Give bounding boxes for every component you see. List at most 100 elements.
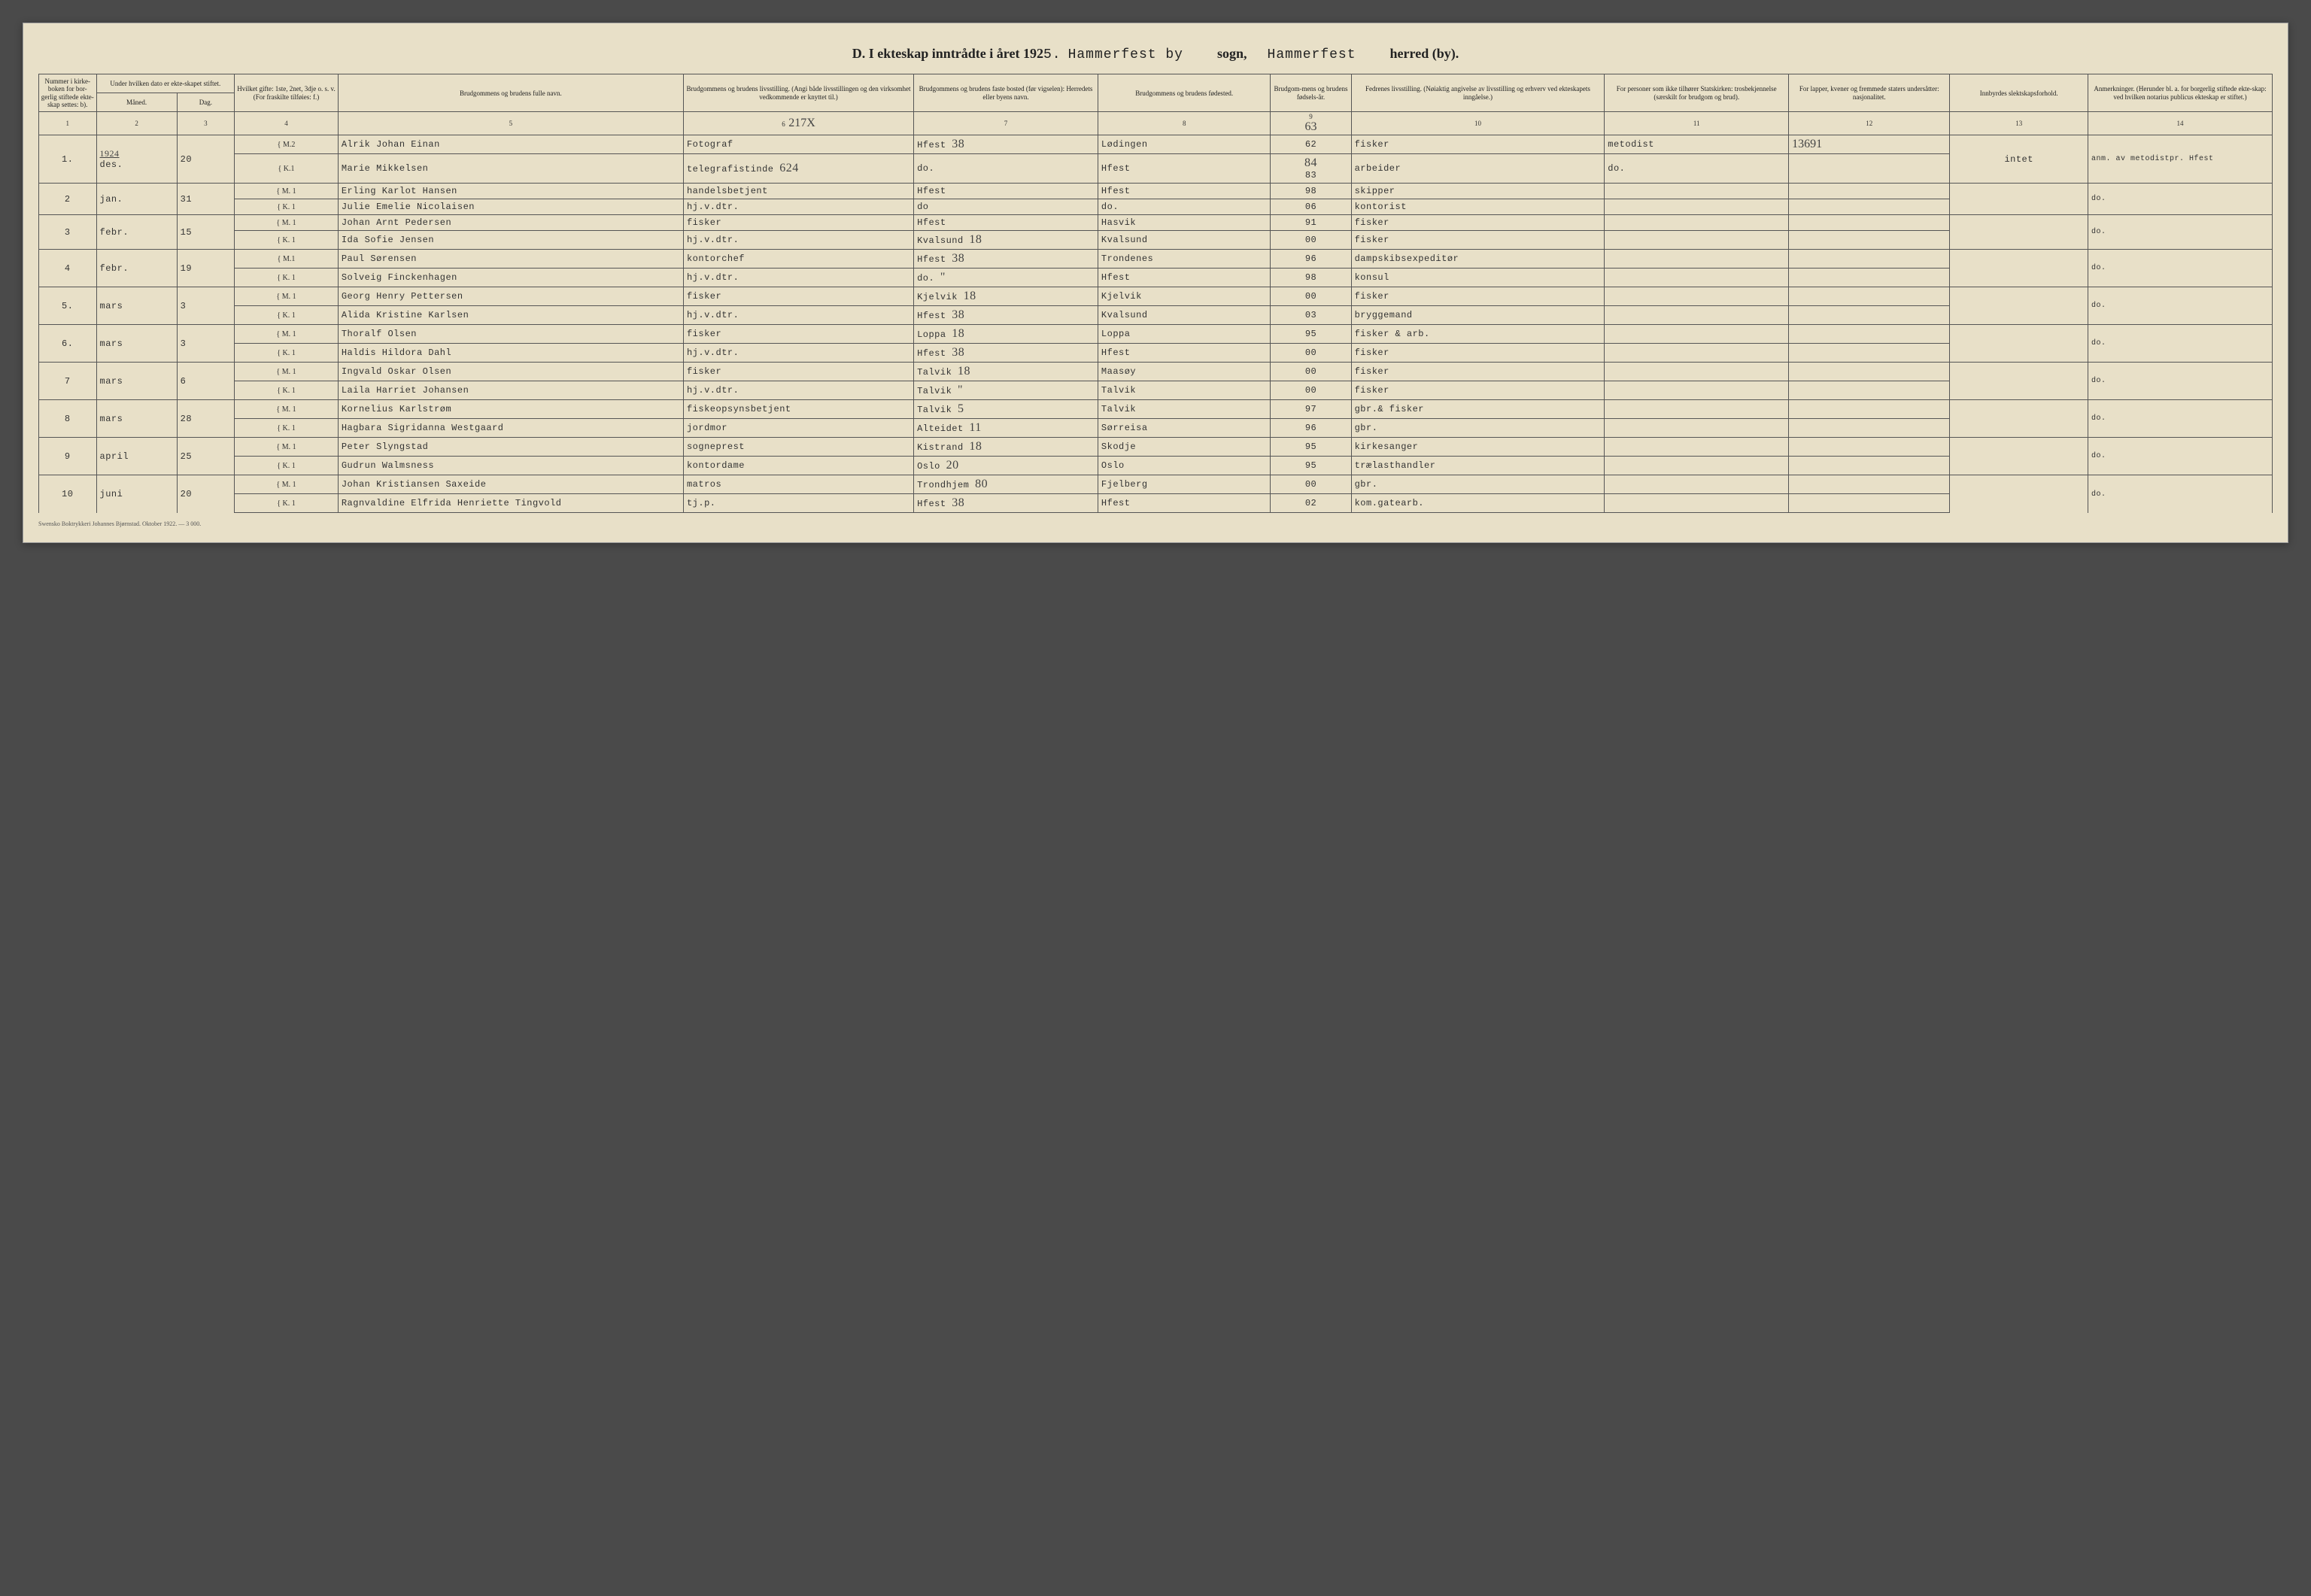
entry-remarks: do. xyxy=(2088,215,2273,250)
groom-residence: Kjelvik 18 xyxy=(914,287,1098,306)
groom-name: Johan Arnt Pedersen xyxy=(338,215,683,231)
bride-birthyear: 8483 xyxy=(1271,154,1351,184)
entry-number: 4 xyxy=(39,250,97,287)
entry-month: mars xyxy=(96,325,177,363)
entry-day: 15 xyxy=(177,215,235,250)
col-num: 963 xyxy=(1271,112,1351,135)
bride-occupation: tj.p. xyxy=(683,494,913,513)
col-num: 7 xyxy=(914,112,1098,135)
groom-marriage-num: { M.2 xyxy=(235,135,339,154)
groom-nationality xyxy=(1789,363,1950,381)
bride-residence: Alteidet 11 xyxy=(914,419,1098,438)
groom-occupation: handelsbetjent xyxy=(683,184,913,199)
entry-remarks: do. xyxy=(2088,438,2273,475)
entry-number: 6. xyxy=(39,325,97,363)
entry-month: mars xyxy=(96,400,177,438)
groom-nationality xyxy=(1789,287,1950,306)
bride-nationality xyxy=(1789,231,1950,250)
bride-name: Julie Emelie Nicolaisen xyxy=(338,199,683,215)
groom-marriage-num: { M.1 xyxy=(235,250,339,269)
groom-name: Alrik Johan Einan xyxy=(338,135,683,154)
entry-remarks: do. xyxy=(2088,287,2273,325)
entry-relationship xyxy=(1950,400,2088,438)
bride-father-occ: gbr. xyxy=(1351,419,1605,438)
entry-day: 20 xyxy=(177,475,235,513)
groom-birthplace: Kjelvik xyxy=(1098,287,1271,306)
entry-relationship xyxy=(1950,250,2088,287)
bride-residence: Oslo 20 xyxy=(914,457,1098,475)
groom-nationality xyxy=(1789,250,1950,269)
ledger-page: D. I ekteskap inntrådte i året 1925. Ham… xyxy=(23,23,2288,543)
groom-confession xyxy=(1605,363,1789,381)
col-num: 10 xyxy=(1351,112,1605,135)
groom-residence: Hfest xyxy=(914,215,1098,231)
bride-name: Gudrun Walmsness xyxy=(338,457,683,475)
bride-birthplace: Kvalsund xyxy=(1098,306,1271,325)
entry-month: april xyxy=(96,438,177,475)
groom-occupation: fisker xyxy=(683,215,913,231)
groom-father-occ: gbr. xyxy=(1351,475,1605,494)
groom-residence: Trondhjem 80 xyxy=(914,475,1098,494)
entry-row-groom: 8 mars 28 { M. 1 Kornelius Karlstrøm fis… xyxy=(39,400,2273,419)
entry-relationship xyxy=(1950,287,2088,325)
entry-row-bride: { K. 1 Hagbara Sigridanna Westgaard jord… xyxy=(39,419,2273,438)
groom-occupation: fisker xyxy=(683,325,913,344)
bride-residence: Hfest 38 xyxy=(914,344,1098,363)
groom-birthplace: Hfest xyxy=(1098,184,1271,199)
bride-name: Ida Sofie Jensen xyxy=(338,231,683,250)
bride-residence: Talvik " xyxy=(914,381,1098,400)
groom-birthyear: 00 xyxy=(1271,287,1351,306)
groom-nationality xyxy=(1789,400,1950,419)
entry-day: 20 xyxy=(177,135,235,184)
bride-birthplace: Sørreisa xyxy=(1098,419,1271,438)
col-header: Brudgommens og brudens fødested. xyxy=(1098,74,1271,112)
bride-nationality xyxy=(1789,494,1950,513)
entry-number: 1. xyxy=(39,135,97,184)
col-header: Brudgommens og brudens livsstilling. (An… xyxy=(683,74,913,112)
ledger-table: Nummer i kirke-boken for bor-gerlig stif… xyxy=(38,74,2273,513)
title-prefix: D. I ekteskap inntrådte i året 192 xyxy=(852,46,1043,61)
col-subheader-month: Måned. xyxy=(96,93,177,112)
bride-occupation: hj.v.dtr. xyxy=(683,344,913,363)
groom-nationality xyxy=(1789,475,1950,494)
entry-number: 3 xyxy=(39,215,97,250)
bride-name: Ragnvaldine Elfrida Henriette Tingvold xyxy=(338,494,683,513)
col-num: 4 xyxy=(235,112,339,135)
bride-residence: Hfest 38 xyxy=(914,306,1098,325)
groom-nationality: 13691 xyxy=(1789,135,1950,154)
bride-confession: do. xyxy=(1605,154,1789,184)
title-place1: Hammerfest by xyxy=(1068,47,1183,62)
entry-day: 25 xyxy=(177,438,235,475)
groom-birthyear: 62 xyxy=(1271,135,1351,154)
bride-nationality xyxy=(1789,457,1950,475)
groom-birthyear: 95 xyxy=(1271,438,1351,457)
bride-birthyear: 02 xyxy=(1271,494,1351,513)
bride-name: Laila Harriet Johansen xyxy=(338,381,683,400)
entry-relationship: intet xyxy=(1950,135,2088,184)
entry-row-groom: 1. 1924des. 20 { M.2 Alrik Johan Einan F… xyxy=(39,135,2273,154)
col-header: For lapper, kvener og fremmede staters u… xyxy=(1789,74,1950,112)
entry-day: 28 xyxy=(177,400,235,438)
entry-month: jan. xyxy=(96,184,177,215)
bride-nationality xyxy=(1789,199,1950,215)
table-header: Nummer i kirke-boken for bor-gerlig stif… xyxy=(39,74,2273,135)
entry-remarks: do. xyxy=(2088,363,2273,400)
label-herred: herred (by). xyxy=(1390,46,1459,61)
groom-father-occ: dampskibsexpeditør xyxy=(1351,250,1605,269)
groom-confession xyxy=(1605,438,1789,457)
groom-father-occ: fisker xyxy=(1351,215,1605,231)
groom-birthplace: Lødingen xyxy=(1098,135,1271,154)
entry-day: 3 xyxy=(177,325,235,363)
bride-nationality xyxy=(1789,344,1950,363)
groom-residence: Loppa 18 xyxy=(914,325,1098,344)
entry-row-bride: { K. 1 Solveig Finckenhagen hj.v.dtr. do… xyxy=(39,269,2273,287)
entry-month: 1924des. xyxy=(96,135,177,184)
bride-birthplace: Kvalsund xyxy=(1098,231,1271,250)
entry-row-groom: 5. mars 3 { M. 1 Georg Henry Pettersen f… xyxy=(39,287,2273,306)
groom-occupation: fisker xyxy=(683,363,913,381)
entry-row-groom: 2 jan. 31 { M. 1 Erling Karlot Hansen ha… xyxy=(39,184,2273,199)
groom-birthyear: 00 xyxy=(1271,475,1351,494)
bride-father-occ: konsul xyxy=(1351,269,1605,287)
entry-month: mars xyxy=(96,287,177,325)
groom-name: Peter Slyngstad xyxy=(338,438,683,457)
